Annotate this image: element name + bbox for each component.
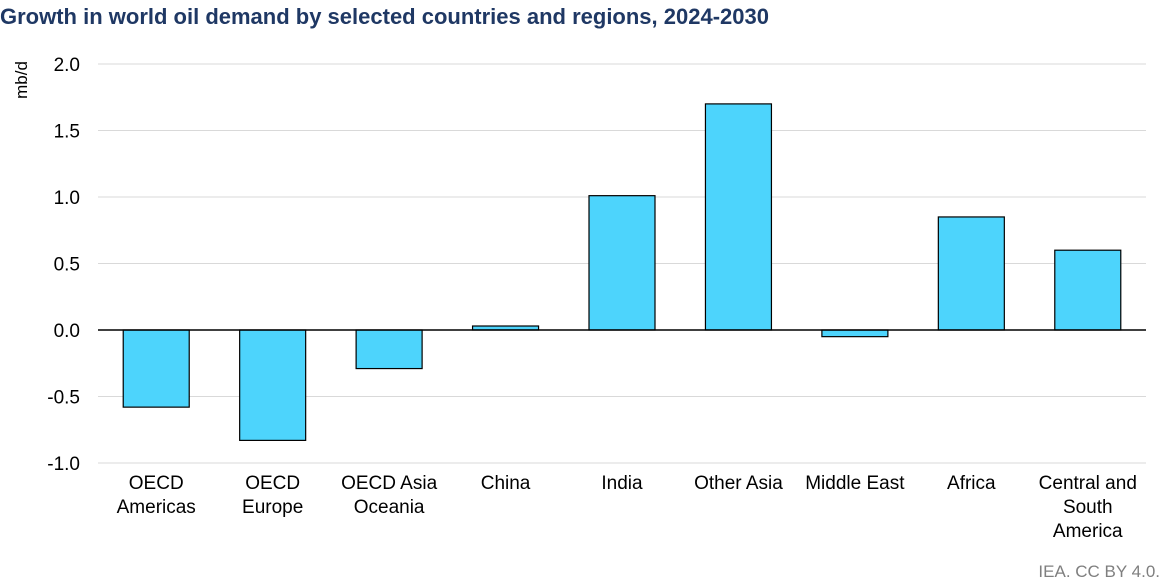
category-label: China: [481, 473, 531, 494]
y-tick-label: 2.0: [54, 55, 80, 76]
bar: [239, 329, 307, 441]
y-tick-label: 1.0: [54, 188, 80, 209]
y-tick-label: -1.0: [47, 454, 80, 475]
category-label: Other Asia: [694, 473, 783, 494]
category-label: OECD Europe: [242, 473, 303, 518]
bar: [355, 329, 423, 370]
y-tick-label: 0.5: [54, 255, 80, 276]
category-label: Africa: [947, 473, 996, 494]
category-label: Central and South America: [1039, 473, 1137, 542]
y-tick-label: 0.0: [54, 321, 80, 342]
bar: [122, 329, 190, 408]
bar: [704, 103, 773, 331]
y-tick-label: -0.5: [47, 388, 80, 409]
category-label: OECD Asia Oceania: [341, 473, 438, 518]
category-label: Middle East: [805, 473, 905, 494]
category-label: India: [601, 473, 643, 494]
source-credit: IEA. CC BY 4.0.: [1038, 562, 1160, 581]
bar: [1054, 249, 1122, 331]
category-label: OECD Americas: [117, 473, 196, 518]
bar: [821, 329, 889, 338]
bar: [588, 195, 656, 331]
y-tick-label: 1.5: [54, 122, 80, 143]
bar: [937, 216, 1005, 331]
chart-title: Growth in world oil demand by selected c…: [0, 4, 769, 29]
